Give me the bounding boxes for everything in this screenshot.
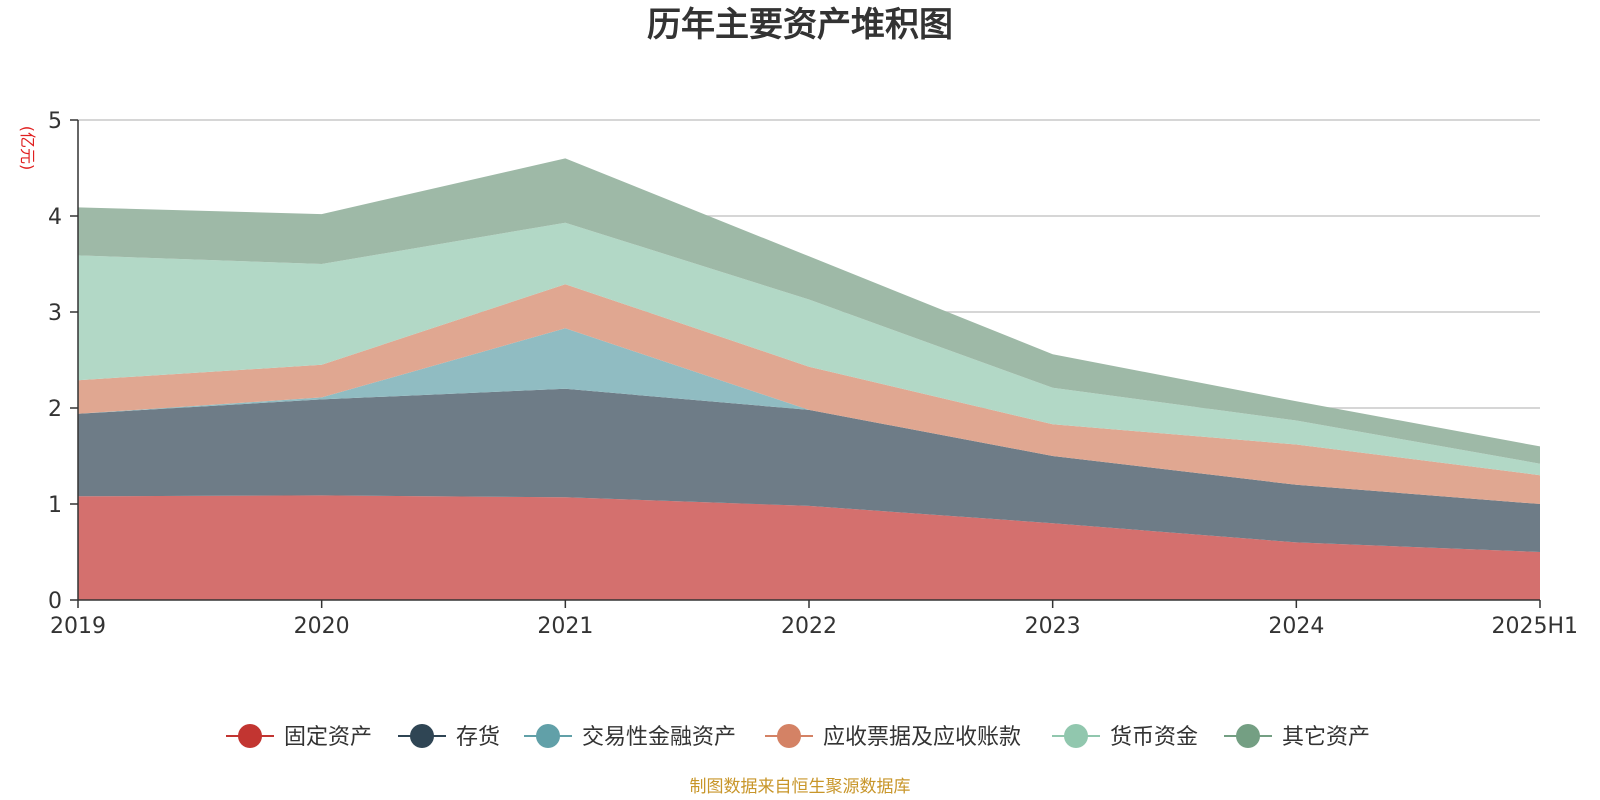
y-tick-labels: 0 1 2 3 4 5 <box>48 109 78 614</box>
source-note: 制图数据来自恒生聚源数据库 <box>690 777 911 797</box>
y-tick-label: 4 <box>48 205 62 230</box>
legend-item-1[interactable]: 存货 <box>398 724 500 750</box>
legend-item-0[interactable]: 固定资产 <box>226 724 372 750</box>
area-series-2 <box>78 328 1540 504</box>
legend-marker-icon <box>238 724 262 748</box>
y-axis-unit: (亿元) <box>18 126 37 171</box>
y-tick-label: 3 <box>48 301 62 326</box>
legend-label: 交易性金融资产 <box>582 725 736 750</box>
area-series-3 <box>78 284 1540 504</box>
legend-item-3[interactable]: 应收票据及应收账款 <box>765 724 1021 750</box>
legend-item-5[interactable]: 其它资产 <box>1224 724 1370 750</box>
legend-label: 存货 <box>456 725 500 750</box>
legend-label: 应收票据及应收账款 <box>823 725 1021 750</box>
legend: 固定资产 存货 交易性金融资产 应收票据及应收账款 货币资金 其它资产 <box>226 724 1370 750</box>
area-series-1 <box>78 388 1540 552</box>
area-series-5 <box>78 158 1540 464</box>
x-tick-label: 2023 <box>1025 614 1081 639</box>
legend-marker-icon <box>777 724 801 748</box>
legend-label: 其它资产 <box>1282 725 1370 750</box>
x-tick-label: 2019 <box>50 614 106 639</box>
legend-marker-icon <box>1064 724 1088 748</box>
area-series-0 <box>78 495 1540 600</box>
y-tick-label: 2 <box>48 397 62 422</box>
x-tick-label: 2025H1 <box>1491 614 1578 639</box>
x-tick-labels: 2019 2020 2021 2022 2023 2024 2025H1 <box>50 600 1578 639</box>
legend-marker-icon <box>410 724 434 748</box>
area-series-4 <box>78 222 1540 476</box>
y-tick-label: 5 <box>48 109 62 134</box>
legend-item-2[interactable]: 交易性金融资产 <box>524 724 736 750</box>
x-tick-label: 2022 <box>781 614 837 639</box>
x-tick-label: 2021 <box>537 614 593 639</box>
legend-label: 货币资金 <box>1110 725 1198 750</box>
stacked-areas <box>78 158 1540 600</box>
legend-label: 固定资产 <box>284 725 372 750</box>
legend-item-4[interactable]: 货币资金 <box>1052 724 1198 750</box>
chart-title: 历年主要资产堆积图 <box>647 5 953 45</box>
x-tick-label: 2020 <box>294 614 350 639</box>
y-tick-label: 0 <box>48 589 62 614</box>
x-tick-label: 2024 <box>1268 614 1324 639</box>
legend-marker-icon <box>1236 724 1260 748</box>
y-tick-label: 1 <box>48 493 62 518</box>
legend-marker-icon <box>536 724 560 748</box>
